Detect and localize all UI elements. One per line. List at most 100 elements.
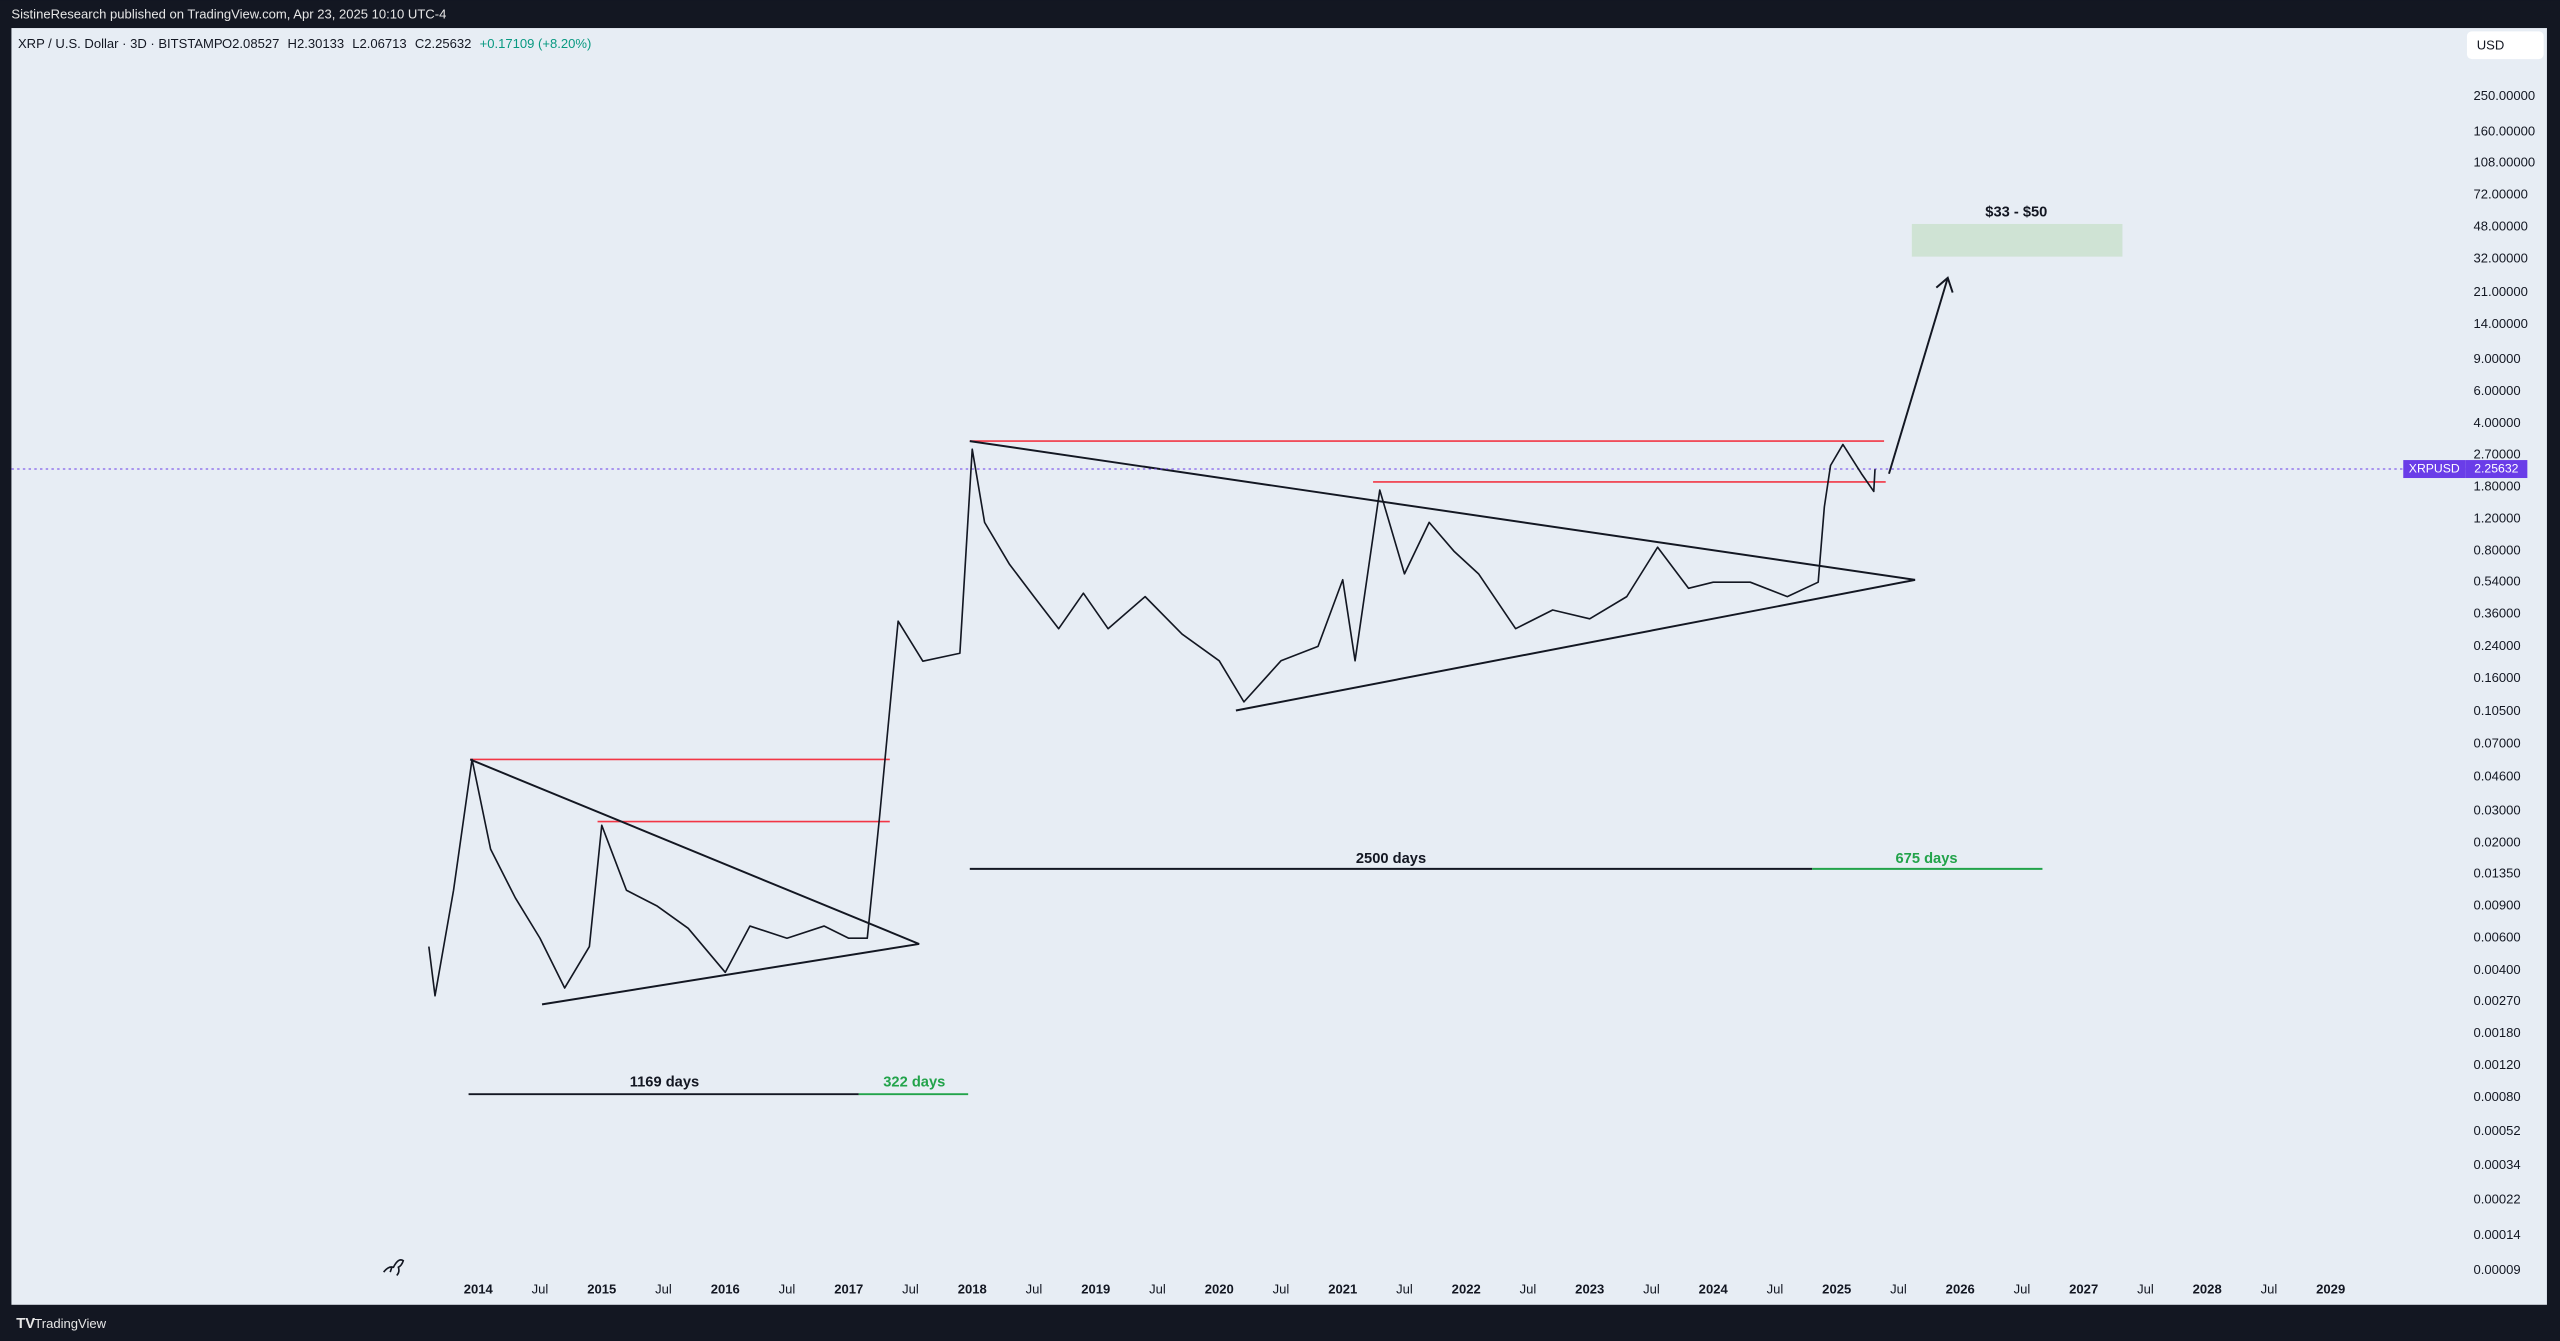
x-tick-label: 2015: [587, 1282, 616, 1297]
x-tick-label: Jul: [1149, 1282, 1166, 1297]
x-tick-label: Jul: [779, 1282, 796, 1297]
symbol-tag: [2403, 460, 2466, 479]
y-tick-label: 1.20000: [2473, 510, 2520, 525]
arrow-head: [1935, 276, 1954, 293]
y-tick-label: 4.00000: [2473, 415, 2520, 430]
y-tick-label: 0.07000: [2473, 735, 2520, 750]
y-tick-label: 0.16000: [2473, 670, 2520, 685]
y-tick-label: 0.00034: [2473, 1157, 2520, 1172]
x-tick-label: 2016: [711, 1282, 740, 1297]
y-tick-label: 0.10500: [2473, 703, 2520, 718]
x-tick-label: Jul: [1890, 1282, 1907, 1297]
price-line: [428, 443, 1876, 997]
trend-line: [541, 943, 920, 1006]
price-tag-label: 2.25632: [2474, 461, 2518, 475]
x-tick-label: 2029: [2316, 1282, 2345, 1297]
price-tag: [2465, 460, 2528, 479]
x-tick-label: 2014: [464, 1282, 494, 1297]
arrow-line: [1888, 277, 1949, 475]
y-tick-label: 0.80000: [2473, 543, 2520, 558]
ohlc-value: L2.06713: [352, 36, 406, 51]
x-tick-label: 2021: [1328, 1282, 1357, 1297]
y-tick-label: 2.70000: [2473, 446, 2520, 461]
y-tick-label: 0.01350: [2473, 866, 2520, 881]
x-tick-label: Jul: [2261, 1282, 2278, 1297]
y-tick-label: 14.00000: [2473, 316, 2527, 331]
chart-pane: [11, 28, 2547, 1305]
target-zone: [1911, 223, 2123, 257]
duration-label: 322 days: [883, 1075, 945, 1091]
y-tick-label: 0.00400: [2473, 962, 2520, 977]
x-tick-label: Jul: [1396, 1282, 1413, 1297]
y-tick-label: 0.00009: [2473, 1262, 2520, 1277]
y-tick-label: 250.00000: [2473, 88, 2535, 103]
trend-line: [469, 758, 920, 945]
x-tick-label: 2028: [2193, 1282, 2222, 1297]
x-tick-label: Jul: [2137, 1282, 2154, 1297]
x-tick-label: Jul: [2014, 1282, 2031, 1297]
y-tick-label: 0.54000: [2473, 574, 2520, 589]
trend-line: [969, 440, 1916, 581]
y-tick-label: 0.00270: [2473, 993, 2520, 1008]
x-tick-label: Jul: [1767, 1282, 1784, 1297]
x-tick-label: Jul: [1643, 1282, 1660, 1297]
target-label: $33 - $50: [1985, 204, 2047, 220]
y-tick-label: 0.00022: [2473, 1191, 2520, 1206]
x-tick-label: 2027: [2069, 1282, 2098, 1297]
y-tick-label: 0.24000: [2473, 638, 2520, 653]
x-tick-label: 2026: [1946, 1282, 1975, 1297]
duration-label: 675 days: [1895, 851, 1957, 867]
y-tick-label: 0.00600: [2473, 930, 2520, 945]
publisher-line: SistineResearch published on TradingView…: [11, 6, 446, 21]
y-tick-label: 0.00120: [2473, 1057, 2520, 1072]
y-tick-label: 6.00000: [2473, 383, 2520, 398]
x-tick-label: 2023: [1575, 1282, 1604, 1297]
ohlc-legend: O2.08527 H2.30133 L2.06713 C2.25632 +0.17109…: [222, 36, 591, 51]
y-tick-label: 0.00180: [2473, 1025, 2520, 1040]
ohlc-value: C2.25632: [415, 36, 472, 51]
triangle-lines: [469, 276, 1954, 1006]
y-tick-label: 9.00000: [2473, 351, 2520, 366]
ohlc-value: H2.30133: [288, 36, 345, 51]
ohlc-value: +0.17109 (+8.20%): [480, 36, 592, 51]
x-tick-label: 2018: [958, 1282, 987, 1297]
y-tick-label: 1.80000: [2473, 478, 2520, 493]
x-tick-label: 2024: [1699, 1282, 1729, 1297]
dino-icon[interactable]: [383, 1259, 405, 1276]
y-tick-label: 21.00000: [2473, 284, 2527, 299]
x-tick-label: 2019: [1081, 1282, 1110, 1297]
y-tick-label: 0.02000: [2473, 834, 2520, 849]
trend-line: [1235, 578, 1916, 712]
y-tick-label: 160.00000: [2473, 123, 2535, 138]
x-tick-label: 2025: [1822, 1282, 1851, 1297]
x-tick-label: Jul: [1026, 1282, 1043, 1297]
y-tick-label: 0.00080: [2473, 1089, 2520, 1104]
y-tick-label: 32.00000: [2473, 251, 2527, 266]
y-tick-label: 48.00000: [2473, 219, 2527, 234]
duration-label: 2500 days: [1356, 851, 1426, 867]
x-tick-label: 2017: [834, 1282, 863, 1297]
duration-label: 1169 days: [630, 1075, 699, 1091]
y-tick-label: 0.00052: [2473, 1123, 2520, 1138]
resistance-lines: [470, 440, 1886, 823]
symbol-title: XRP / U.S. Dollar · 3D · BITSTAMP: [18, 36, 223, 51]
ohlc-value: O2.08527: [222, 36, 279, 51]
brand-logo: TV: [16, 1316, 35, 1332]
brand: TradingView: [34, 1316, 106, 1331]
y-tick-label: 0.36000: [2473, 606, 2520, 621]
y-tick-label: 72.00000: [2473, 186, 2527, 201]
x-tick-label: 2020: [1205, 1282, 1234, 1297]
x-tick-label: Jul: [902, 1282, 919, 1297]
x-tick-label: 2022: [1452, 1282, 1481, 1297]
y-tick-label: 0.00014: [2473, 1227, 2520, 1242]
y-tick-label: 0.04600: [2473, 769, 2520, 784]
x-tick-label: Jul: [1520, 1282, 1537, 1297]
currency: USD: [2477, 37, 2505, 52]
x-tick-label: Jul: [532, 1282, 549, 1297]
currency-box[interactable]: [2466, 31, 2544, 60]
symbol-tag-label: XRPUSD: [2409, 461, 2460, 475]
y-tick-label: 0.03000: [2473, 802, 2520, 817]
y-tick-label: 0.00900: [2473, 898, 2520, 913]
